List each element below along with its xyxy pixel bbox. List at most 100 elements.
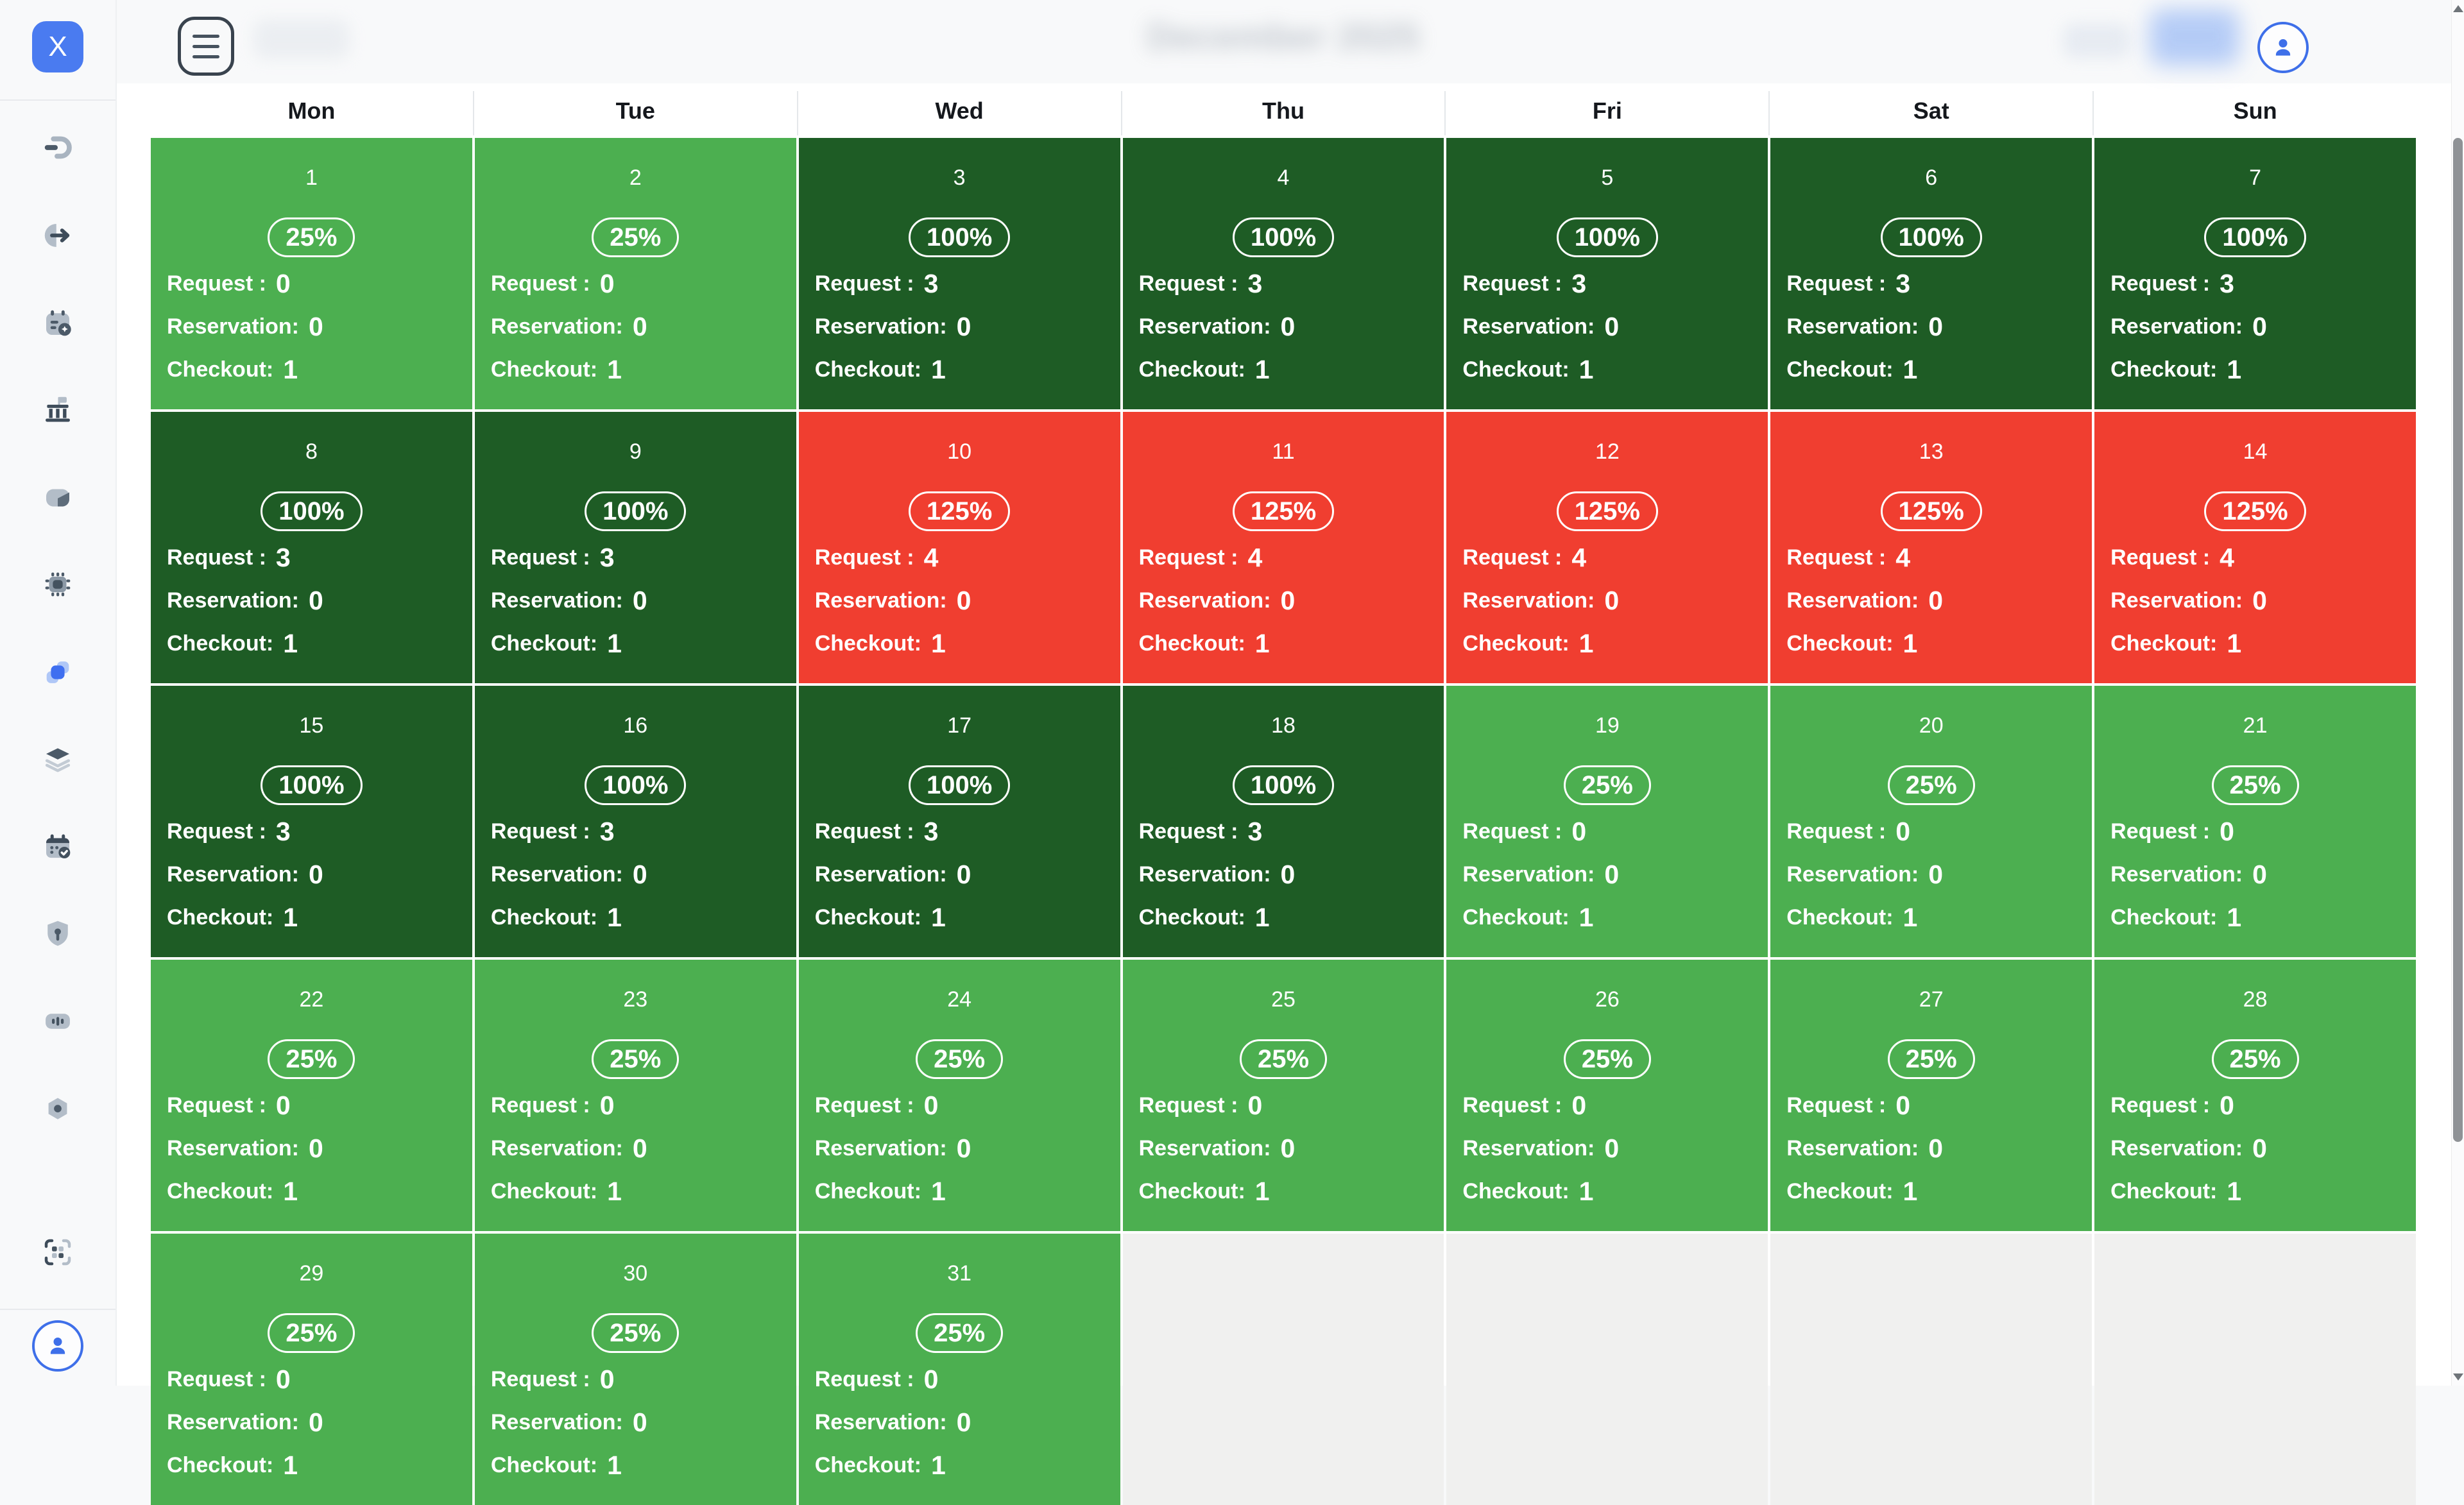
stat-value: 1 [1903,628,1918,658]
calendar-day-headers: Mon Tue Wed Thu Fri Sat Sun [151,83,2416,138]
day-cell-8[interactable]: 8 100% Request : 3 Reservation: 0 Checkout: 1 [151,412,472,683]
menu-toggle-button[interactable] [178,17,234,76]
bank-flag-icon[interactable] [40,393,75,427]
stat-label: Checkout: [1786,905,1894,930]
stat-label: Request : [1786,545,1887,570]
stat-label: Checkout: [1786,631,1894,656]
calendar-check-icon[interactable] [40,829,75,864]
day-cell-31[interactable]: 31 25% Request : 0 Reservation: 0 Checkout: 1 [798,1234,1120,1505]
stat-value: 0 [599,1364,615,1394]
day-cell-7[interactable]: 7 100% Request : 3 Reservation: 0 Checkout: 1 [2094,138,2416,409]
day-cell-24[interactable]: 24 25% Request : 0 Reservation: 0 Checkout: 1 [798,960,1120,1231]
day-cell-2[interactable]: 2 25% Request : 0 Reservation: 0 Checkout: 1 [474,138,796,409]
day-cell-27[interactable]: 27 25% Request : 0 Reservation: 0 Checkout: 1 [1770,960,2092,1231]
blurred-primary-button[interactable] [2150,9,2239,65]
stat-value: 1 [1903,354,1918,384]
stat-value: 0 [923,1364,939,1394]
day-stats: Request : 4 Reservation: 0 Checkout: 1 [1123,543,1444,674]
stat-value: 1 [607,354,622,384]
stat-label: Reservation: [1138,862,1271,887]
header-user-avatar[interactable] [2257,22,2309,73]
stat-value: 0 [632,311,647,341]
shield-keyhole-icon[interactable] [40,916,75,951]
day-cell-14[interactable]: 14 125% Request : 4 Reservation: 0 Checkout: 1 [2094,412,2416,683]
day-header-thu: Thu [1120,83,1444,138]
day-cell-3[interactable]: 3 100% Request : 3 Reservation: 0 Checkout: 1 [798,138,1120,409]
stat-label: Checkout: [1462,631,1570,656]
day-stats: Request : 3 Reservation: 0 Checkout: 1 [799,269,1120,400]
day-stats: Request : 0 Reservation: 0 Checkout: 1 [1123,1091,1444,1221]
stat-row-reservation: Reservation: 0 [167,586,472,615]
scroll-down-arrow[interactable] [2453,1373,2463,1381]
check-in-arrow-icon[interactable] [40,218,75,253]
cube-icon[interactable] [40,480,75,515]
day-cell-16[interactable]: 16 100% Request : 3 Reservation: 0 Checkout: 1 [474,686,796,957]
stat-row-request: Request : 3 [1462,269,1768,298]
day-cell-28[interactable]: 28 25% Request : 0 Reservation: 0 Checkout: 1 [2094,960,2416,1231]
sidebar-divider [0,1309,116,1310]
stat-value: 0 [632,1133,647,1163]
day-cell-29[interactable]: 29 25% Request : 0 Reservation: 0 Checkout: 1 [151,1234,472,1505]
empty-cell [1122,1234,1444,1505]
stat-label: Reservation: [1462,314,1595,339]
day-cell-1[interactable]: 1 25% Request : 0 Reservation: 0 Checkout: 1 [151,138,472,409]
stat-label: Checkout: [1462,357,1570,382]
scroll-up-arrow[interactable] [2453,5,2463,12]
stat-label: Reservation: [2110,314,2243,339]
stat-label: Checkout: [1138,1178,1245,1203]
day-cell-21[interactable]: 21 25% Request : 0 Reservation: 0 Checkout: 1 [2094,686,2416,957]
day-number: 13 [1919,439,1944,464]
layers-icon[interactable] [40,742,75,776]
occupancy-badge: 125% [1556,491,1658,531]
day-cell-10[interactable]: 10 125% Request : 4 Reservation: 0 Checkout: 1 [798,412,1120,683]
day-cell-11[interactable]: 11 125% Request : 4 Reservation: 0 Checkout: 1 [1122,412,1444,683]
occupancy-badge: 125% [908,491,1011,531]
stat-value: 1 [2227,902,2242,932]
day-cell-30[interactable]: 30 25% Request : 0 Reservation: 0 Checkout: 1 [474,1234,796,1505]
day-cell-25[interactable]: 25 25% Request : 0 Reservation: 0 Checkout: 1 [1122,960,1444,1231]
day-cell-18[interactable]: 18 100% Request : 3 Reservation: 0 Checkout: 1 [1122,686,1444,957]
stat-value: 1 [1254,354,1270,384]
calendar-sparkle-icon[interactable] [40,306,75,341]
stat-label: Request : [2110,271,2211,296]
day-cell-15[interactable]: 15 100% Request : 3 Reservation: 0 Checkout: 1 [151,686,472,957]
sidebar-user-avatar[interactable] [32,1320,83,1372]
day-cell-13[interactable]: 13 125% Request : 4 Reservation: 0 Checkout: 1 [1770,412,2092,683]
day-cell-17[interactable]: 17 100% Request : 3 Reservation: 0 Checkout: 1 [798,686,1120,957]
day-cell-23[interactable]: 23 25% Request : 0 Reservation: 0 Checkout: 1 [474,960,796,1231]
day-cell-22[interactable]: 22 25% Request : 0 Reservation: 0 Checkout: 1 [151,960,472,1231]
nut-icon[interactable] [40,1092,75,1127]
stat-value: 1 [930,902,946,932]
day-cell-20[interactable]: 20 25% Request : 0 Reservation: 0 Checkout: 1 [1770,686,2092,957]
day-cell-9[interactable]: 9 100% Request : 3 Reservation: 0 Checkout: 1 [474,412,796,683]
day-stats: Request : 4 Reservation: 0 Checkout: 1 [1446,543,1768,674]
sliders-icon[interactable] [40,1004,75,1039]
day-stats: Request : 0 Reservation: 0 Checkout: 1 [1446,1091,1768,1221]
day-cell-12[interactable]: 12 125% Request : 4 Reservation: 0 Checkout: 1 [1446,412,1768,683]
stat-value: 0 [1928,585,1944,615]
stat-label: Checkout: [2110,1178,2218,1203]
day-cell-6[interactable]: 6 100% Request : 3 Reservation: 0 Checkout: 1 [1770,138,2092,409]
day-cell-4[interactable]: 4 100% Request : 3 Reservation: 0 Checkout: 1 [1122,138,1444,409]
stat-label: Reservation: [1138,314,1271,339]
day-cell-26[interactable]: 26 25% Request : 0 Reservation: 0 Checkout: 1 [1446,960,1768,1231]
stat-label: Request : [814,1093,914,1118]
cards-active-icon[interactable] [40,655,75,690]
stat-value: 1 [2227,628,2242,658]
dashboard-icon[interactable] [40,130,75,165]
day-number: 26 [1595,987,1620,1012]
blurred-header-item [2063,23,2130,58]
day-header-wed: Wed [796,83,1120,138]
app-logo[interactable]: X [32,21,83,72]
qr-scan-icon[interactable] [40,1235,75,1270]
stat-label: Reservation: [490,862,623,887]
stat-row-reservation: Reservation: 0 [491,1407,796,1437]
stat-row-checkout: Checkout: 1 [167,903,472,932]
topbar: December 2025 [116,0,2451,83]
chip-icon[interactable] [40,567,75,602]
stat-row-checkout: Checkout: 1 [1786,903,2092,932]
scrollbar-thumb[interactable] [2453,138,2463,1142]
day-cell-19[interactable]: 19 25% Request : 0 Reservation: 0 Checkout: 1 [1446,686,1768,957]
day-cell-5[interactable]: 5 100% Request : 3 Reservation: 0 Checkout: 1 [1446,138,1768,409]
occupancy-badge: 25% [592,1039,680,1079]
